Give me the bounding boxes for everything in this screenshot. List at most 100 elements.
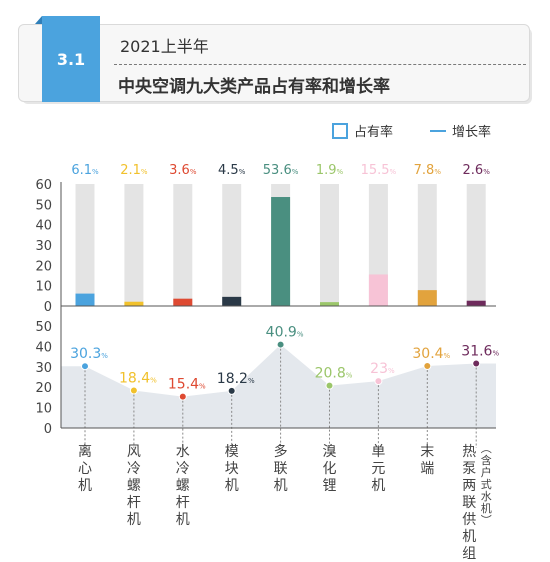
category-label-char: 联 — [274, 461, 288, 477]
category-label-char: 心 — [78, 461, 92, 477]
growth-y-tick-label: 50 — [35, 320, 52, 335]
page-title: 中央空调九大类产品占有率和增长率 — [118, 77, 390, 97]
share-bar-background — [75, 184, 95, 306]
category-label-char: 冷 — [127, 461, 141, 477]
category-label-char: 螺 — [127, 478, 141, 494]
share-y-tick-label: 10 — [35, 280, 52, 295]
category-label-char: 杆 — [127, 495, 141, 511]
growth-point — [472, 359, 481, 368]
growth-data-label: 15.4% — [168, 377, 206, 393]
growth-y-tick-label: 10 — [35, 402, 52, 417]
share-data-label: 4.5% — [218, 163, 246, 178]
share-data-label: 1.9% — [316, 163, 344, 178]
category-label: 模块机 — [225, 444, 239, 494]
share-y-tick-label: 40 — [35, 219, 52, 234]
share-bar — [417, 290, 437, 306]
category-label-char: 机 — [78, 478, 92, 494]
share-y-tick-label: 0 — [44, 300, 52, 315]
growth-data-label: 23% — [370, 361, 395, 377]
category-label-char: 块 — [225, 461, 239, 477]
category-label: 单元机 — [371, 444, 385, 494]
growth-y-tick-label: 20 — [35, 381, 52, 396]
category-label-char: 含 — [481, 453, 492, 467]
category-label-char: ︶ — [481, 514, 492, 527]
header-card — [18, 24, 534, 104]
share-data-label: 15.5% — [361, 163, 397, 178]
share-bar-background — [124, 184, 144, 306]
category-label-char: 杆 — [176, 495, 190, 511]
share-bar — [75, 293, 95, 306]
share-data-label: 53.6% — [263, 163, 299, 178]
category-label-char: 冷 — [176, 461, 190, 477]
growth-point — [374, 377, 383, 386]
category-label-char: 机 — [481, 501, 492, 515]
category-label-char: 户 — [481, 465, 492, 479]
growth-data-label: 30.4% — [412, 346, 450, 362]
category-label-char: 热 — [462, 444, 476, 460]
share-bar-background — [466, 184, 486, 306]
category-label-char: 溴 — [323, 444, 337, 460]
category-label-char: 机 — [127, 512, 141, 528]
category-label-char: 化 — [323, 461, 337, 477]
share-y-tick-label: 50 — [35, 198, 52, 213]
category-label-char: ︵ — [481, 442, 492, 455]
growth-data-label: 18.4% — [119, 370, 157, 386]
category-label-char: 水 — [481, 490, 492, 503]
share-bar — [124, 301, 144, 306]
share-bar-background — [320, 184, 339, 306]
share-bar-background — [222, 184, 242, 306]
category-label-char: 两 — [462, 478, 476, 494]
growth-data-label: 40.9% — [266, 325, 304, 341]
share-bar-background — [173, 184, 193, 306]
category-label-char: 联 — [462, 495, 476, 511]
category-label: 多联机 — [274, 443, 288, 494]
category-label-char: 模 — [225, 444, 239, 460]
growth-data-label: 31.6% — [461, 344, 499, 360]
category-label-char: 组 — [462, 546, 476, 562]
legend-share-label: 占有率 — [354, 124, 393, 140]
growth-y-tick-label: 0 — [44, 422, 52, 437]
growth-point — [227, 386, 236, 395]
growth-data-label: 20.8% — [315, 366, 353, 382]
legend-growth-label: 增长率 — [452, 124, 491, 140]
header-subtitle: 2021上半年 — [120, 37, 209, 56]
share-y-tick-label: 30 — [35, 239, 52, 254]
share-bar — [466, 300, 486, 306]
share-y-tick-label: 20 — [35, 259, 52, 274]
category-label-char: 端 — [420, 461, 434, 477]
growth-y-tick-label: 30 — [35, 361, 52, 376]
share-bar — [222, 296, 242, 306]
share-bar — [271, 197, 291, 306]
category-label-char: 泵 — [462, 461, 476, 477]
category-label-char: 单 — [371, 444, 385, 460]
share-data-label: 3.6% — [169, 163, 197, 178]
share-data-label: 6.1% — [71, 163, 99, 178]
category-label-char: 式 — [481, 478, 492, 491]
category-label-char: 水 — [176, 444, 190, 460]
category-label-char: 供 — [462, 512, 476, 528]
share-bar — [173, 298, 193, 306]
growth-y-tick-label: 40 — [35, 340, 52, 355]
share-data-label: 2.6% — [463, 163, 491, 178]
header-divider — [114, 64, 526, 65]
category-label-char: 螺 — [176, 478, 190, 494]
category-label-char: 多 — [274, 443, 288, 460]
growth-point — [129, 386, 138, 395]
category-label-char: 机 — [176, 512, 190, 528]
category-label-char: 离 — [78, 443, 92, 460]
category-label: 溴化锂 — [323, 444, 337, 494]
growth-data-label: 18.2% — [217, 371, 255, 387]
category-label-char: 机 — [462, 529, 476, 545]
growth-area — [61, 344, 496, 428]
category-label: 离心机 — [78, 443, 92, 494]
growth-data-label: 30.3% — [70, 346, 108, 362]
category-label-char: 机 — [274, 478, 288, 494]
share-data-label: 2.1% — [120, 163, 148, 178]
header-card-panel — [18, 24, 530, 102]
growth-point — [276, 340, 285, 349]
badge-fold — [35, 16, 42, 24]
